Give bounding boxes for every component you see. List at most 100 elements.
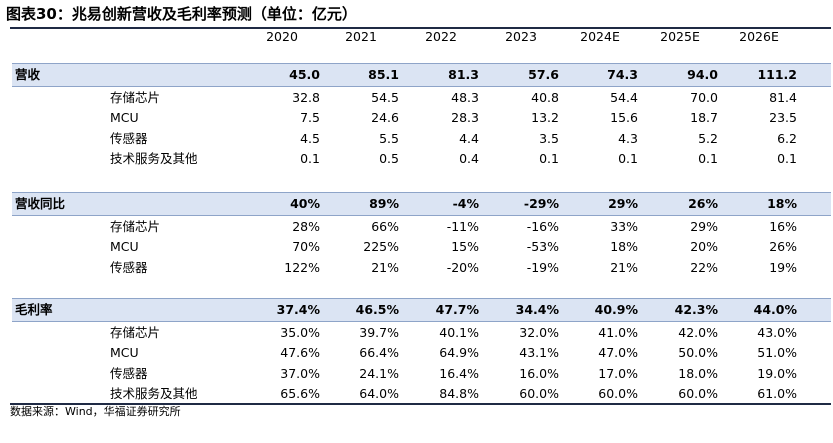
value-cell: -29% bbox=[523, 196, 559, 211]
table-row: 技术服务及其他 65.6% 64.0% 84.8% 60.0% 60.0% 60.0% 61.… bbox=[0, 384, 833, 404]
value-cell: 15% bbox=[451, 239, 479, 255]
value-cell: 42.3% bbox=[674, 302, 718, 317]
value-cell: 18.7 bbox=[690, 110, 718, 126]
section-label: 营收同比 bbox=[15, 196, 66, 211]
value-cell: 43.1% bbox=[519, 345, 559, 361]
value-cell: 45.0 bbox=[289, 67, 320, 82]
value-cell: 5.2 bbox=[698, 130, 718, 146]
value-cell: 50.0% bbox=[678, 345, 718, 361]
value-cell: 16.4% bbox=[439, 365, 479, 381]
value-cell: 85.1 bbox=[368, 67, 399, 82]
value-cell: 94.0 bbox=[687, 67, 718, 82]
year-header: 2024E bbox=[580, 29, 620, 44]
value-cell: 16.0% bbox=[519, 365, 559, 381]
value-cell: -4% bbox=[452, 196, 479, 211]
value-cell: 70% bbox=[292, 239, 320, 255]
value-cell: 44.0% bbox=[753, 302, 797, 317]
value-cell: 47.7% bbox=[435, 302, 479, 317]
value-cell: 7.5 bbox=[300, 110, 320, 126]
table-row: MCU 7.5 24.6 28.3 13.2 15.6 18.7 23.5 bbox=[0, 108, 833, 128]
value-cell: 23.5 bbox=[769, 110, 797, 126]
value-cell: 0.1 bbox=[618, 151, 638, 167]
value-cell: 3.5 bbox=[539, 130, 559, 146]
value-cell: 54.4 bbox=[610, 90, 638, 105]
value-cell: 34.4% bbox=[515, 302, 559, 317]
value-cell: 47.6% bbox=[280, 345, 320, 361]
value-cell: 66% bbox=[371, 219, 399, 234]
value-cell: 18% bbox=[610, 239, 638, 255]
value-cell: 15.6 bbox=[610, 110, 638, 126]
value-cell: 70.0 bbox=[690, 90, 718, 105]
section-main-row: 毛利率 37.4% 46.5% 47.7% 34.4% 40.9% 42.3% 44.0% bbox=[0, 300, 833, 320]
value-cell: 24.6 bbox=[371, 110, 399, 126]
value-cell: 21% bbox=[610, 259, 638, 275]
year-header: 2022 bbox=[425, 29, 457, 44]
value-cell: -16% bbox=[526, 219, 559, 234]
value-cell: 0.1 bbox=[777, 151, 797, 167]
value-cell: 32.0% bbox=[519, 325, 559, 340]
value-cell: 26% bbox=[769, 239, 797, 255]
value-cell: 0.1 bbox=[539, 151, 559, 167]
year-header: 2026E bbox=[739, 29, 779, 44]
value-cell: 60.0% bbox=[519, 386, 559, 402]
value-cell: 35.0% bbox=[280, 325, 320, 340]
row-label: MCU bbox=[110, 239, 139, 255]
top-rule bbox=[10, 27, 831, 29]
row-label: MCU bbox=[110, 110, 139, 126]
year-header: 2023 bbox=[505, 29, 537, 44]
year-header: 2021 bbox=[345, 29, 377, 44]
table-row: 存储芯片 28% 66% -11% -16% 33% 29% 16% bbox=[0, 217, 833, 237]
value-cell: 48.3 bbox=[451, 90, 479, 105]
value-cell: 37.0% bbox=[280, 365, 320, 381]
table-row: 存储芯片 35.0% 39.7% 40.1% 32.0% 41.0% 42.0% 43.0% bbox=[0, 323, 833, 343]
value-cell: 0.5 bbox=[379, 151, 399, 167]
value-cell: -20% bbox=[446, 259, 479, 275]
year-header-row: 2020 2021 2022 2023 2024E 2025E 2026E bbox=[0, 28, 833, 46]
table-row: MCU 47.6% 66.4% 64.9% 43.1% 47.0% 50.0% 51.0% bbox=[0, 343, 833, 363]
value-cell: 81.4 bbox=[769, 90, 797, 105]
value-cell: 122% bbox=[284, 259, 320, 275]
value-cell: 18% bbox=[767, 196, 797, 211]
table-row: 传感器 4.5 5.5 4.4 3.5 4.3 5.2 6.2 bbox=[0, 129, 833, 149]
value-cell: 64.9% bbox=[439, 345, 479, 361]
value-cell: 74.3 bbox=[607, 67, 638, 82]
section-band bbox=[12, 63, 831, 87]
value-cell: 43.0% bbox=[757, 325, 797, 340]
section-band bbox=[12, 298, 831, 322]
value-cell: 64.0% bbox=[359, 386, 399, 402]
value-cell: 19% bbox=[769, 259, 797, 275]
section-label: 营收 bbox=[15, 67, 41, 82]
value-cell: 6.2 bbox=[777, 130, 797, 146]
year-header: 2025E bbox=[660, 29, 700, 44]
value-cell: 60.0% bbox=[598, 386, 638, 402]
value-cell: 29% bbox=[690, 219, 718, 234]
row-label: 存储芯片 bbox=[110, 219, 161, 234]
value-cell: 28% bbox=[292, 219, 320, 234]
table-row: 存储芯片 32.8 54.5 48.3 40.8 54.4 70.0 81.4 bbox=[0, 88, 833, 108]
section-band bbox=[12, 192, 831, 216]
value-cell: 0.1 bbox=[300, 151, 320, 167]
value-cell: 225% bbox=[363, 239, 399, 255]
value-cell: 5.5 bbox=[379, 130, 399, 146]
row-label: 传感器 bbox=[110, 259, 148, 275]
value-cell: 65.6% bbox=[280, 386, 320, 402]
value-cell: 24.1% bbox=[359, 365, 399, 381]
table-row: MCU 70% 225% 15% -53% 18% 20% 26% bbox=[0, 237, 833, 257]
value-cell: 16% bbox=[769, 219, 797, 234]
value-cell: 4.4 bbox=[459, 130, 479, 146]
value-cell: 28.3 bbox=[451, 110, 479, 126]
table-row: 技术服务及其他 0.1 0.5 0.4 0.1 0.1 0.1 0.1 bbox=[0, 149, 833, 169]
value-cell: -53% bbox=[526, 239, 559, 255]
section-main-row: 营收同比 40% 89% -4% -29% 29% 26% 18% bbox=[0, 194, 833, 214]
value-cell: 60.0% bbox=[678, 386, 718, 402]
value-cell: 4.3 bbox=[618, 130, 638, 146]
value-cell: 84.8% bbox=[439, 386, 479, 402]
value-cell: -11% bbox=[446, 219, 479, 234]
value-cell: 13.2 bbox=[531, 110, 559, 126]
value-cell: 46.5% bbox=[355, 302, 399, 317]
value-cell: 57.6 bbox=[528, 67, 559, 82]
value-cell: 40.8 bbox=[531, 90, 559, 105]
table-title: 图表30：兆易创新营收及毛利率预测（单位：亿元） bbox=[6, 5, 357, 23]
value-cell: 0.4 bbox=[459, 151, 479, 167]
year-header: 2020 bbox=[266, 29, 298, 44]
